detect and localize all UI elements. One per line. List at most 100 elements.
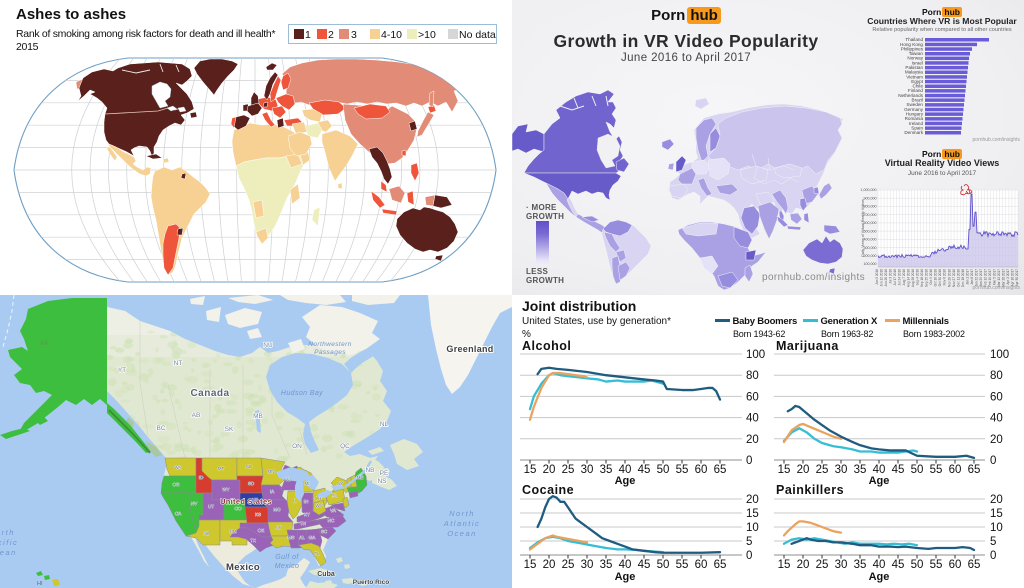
svg-text:Mar 12 2017: Mar 12 2017 — [997, 269, 1001, 287]
svg-text:IN: IN — [304, 499, 309, 504]
svg-text:OH: OH — [315, 496, 322, 501]
svg-text:Nov 20 2016: Nov 20 2016 — [947, 269, 951, 287]
svg-text:PA: PA — [331, 493, 337, 498]
svg-text:55: 55 — [676, 464, 689, 476]
svg-text:Brazil: Brazil — [912, 98, 924, 103]
svg-text:700,000: 700,000 — [864, 213, 877, 217]
svg-text:North: North — [449, 509, 475, 518]
svg-text:20: 20 — [543, 464, 556, 476]
svg-text:Jul 24 2016: Jul 24 2016 — [898, 269, 902, 286]
svg-text:OK: OK — [258, 528, 265, 533]
svg-text:Jul 17 2016: Jul 17 2016 — [893, 269, 897, 286]
svg-text:20: 20 — [746, 434, 759, 446]
svg-text:0: 0 — [990, 455, 996, 467]
svg-text:Mexico: Mexico — [226, 562, 260, 573]
svg-text:KY: KY — [304, 512, 310, 517]
svg-text:AK: AK — [40, 340, 49, 347]
svg-text:20: 20 — [797, 559, 810, 571]
svg-text:Atlantic: Atlantic — [443, 519, 481, 528]
svg-text:45: 45 — [892, 559, 905, 571]
svg-text:Germany: Germany — [904, 107, 924, 112]
svg-text:15: 15 — [778, 559, 791, 571]
svg-text:ON: ON — [292, 443, 302, 450]
svg-text:MB: MB — [253, 413, 263, 420]
svg-text:25: 25 — [816, 464, 829, 476]
svg-text:Mar 26 2017: Mar 26 2017 — [1002, 269, 1006, 287]
svg-text:AL: AL — [299, 535, 305, 540]
svg-text:TX: TX — [250, 538, 256, 543]
svg-text:Ocean: Ocean — [0, 548, 17, 557]
svg-text:Hong Kong: Hong Kong — [900, 42, 923, 47]
svg-text:20: 20 — [990, 494, 1003, 506]
svg-text:ME: ME — [357, 475, 364, 480]
svg-text:30: 30 — [835, 559, 848, 571]
svg-text:Spain: Spain — [911, 126, 923, 131]
svg-text:Age: Age — [869, 475, 890, 487]
svg-text:GA: GA — [309, 535, 316, 540]
svg-text:15: 15 — [524, 559, 537, 571]
svg-text:60: 60 — [949, 559, 962, 571]
svg-text:15: 15 — [990, 508, 1003, 520]
svg-text:Marijuana: Marijuana — [776, 339, 839, 353]
svg-text:Sep 18 2016: Sep 18 2016 — [920, 269, 924, 287]
svg-text:ND: ND — [246, 464, 253, 469]
svg-text:Sep 4 2016: Sep 4 2016 — [916, 269, 920, 286]
svg-text:Jan 8 2017: Jan 8 2017 — [970, 269, 974, 285]
svg-text:50: 50 — [657, 464, 670, 476]
svg-text:MI: MI — [305, 481, 310, 486]
svg-text:NU: NU — [263, 342, 273, 349]
svg-text:AR: AR — [276, 525, 283, 530]
svg-text:45: 45 — [638, 559, 651, 571]
svg-text:40: 40 — [746, 413, 759, 425]
svg-text:Romania: Romania — [905, 116, 924, 121]
svg-text:Jun 26 2016: Jun 26 2016 — [884, 269, 888, 287]
svg-text:65: 65 — [714, 559, 727, 571]
svg-text:200,000: 200,000 — [864, 254, 877, 258]
svg-text:Philippines: Philippines — [901, 46, 924, 51]
svg-text:MO: MO — [273, 507, 281, 512]
svg-text:Chile: Chile — [913, 84, 924, 89]
svg-text:15: 15 — [524, 464, 537, 476]
svg-text:AB: AB — [192, 412, 201, 419]
svg-text:Northwestern: Northwestern — [308, 341, 351, 348]
svg-text:45: 45 — [892, 464, 905, 476]
svg-text:NS: NS — [377, 478, 387, 485]
svg-text:CA: CA — [175, 511, 181, 516]
svg-text:20: 20 — [797, 464, 810, 476]
svg-text:50: 50 — [657, 559, 670, 571]
svg-text:60: 60 — [990, 391, 1003, 403]
svg-text:Nov 6 2016: Nov 6 2016 — [943, 269, 947, 286]
svg-text:Egypt: Egypt — [911, 79, 923, 84]
svg-text:35: 35 — [854, 464, 867, 476]
svg-text:Hudson Bay: Hudson Bay — [281, 390, 323, 397]
svg-text:10: 10 — [746, 522, 759, 534]
svg-text:Malaysia: Malaysia — [905, 70, 924, 75]
svg-text:QC: QC — [340, 443, 350, 450]
svg-text:YT: YT — [118, 367, 126, 374]
svg-text:Oct 16 2016: Oct 16 2016 — [934, 269, 938, 287]
svg-text:Jul 3 2016: Jul 3 2016 — [889, 269, 893, 284]
svg-text:Taiwan: Taiwan — [909, 51, 924, 56]
svg-text:Aug 14 2016: Aug 14 2016 — [907, 269, 911, 287]
svg-text:NL: NL — [380, 421, 389, 428]
svg-text:Passages: Passages — [314, 349, 346, 356]
svg-text:Puerto Rico: Puerto Rico — [353, 579, 390, 586]
svg-text:40: 40 — [990, 413, 1003, 425]
svg-text:60: 60 — [695, 464, 708, 476]
svg-text:Greenland: Greenland — [446, 344, 493, 354]
svg-text:Jan 22 2017: Jan 22 2017 — [974, 269, 978, 287]
svg-text:25: 25 — [562, 559, 575, 571]
svg-text:Cocaine: Cocaine — [522, 483, 574, 497]
svg-text:Gulf of: Gulf of — [275, 554, 299, 561]
svg-text:40: 40 — [619, 559, 632, 571]
svg-text:Norway: Norway — [907, 56, 923, 61]
svg-text:Pakistan: Pakistan — [905, 65, 923, 70]
svg-text:30: 30 — [581, 559, 594, 571]
svg-text:Jan 1 2017: Jan 1 2017 — [965, 269, 969, 285]
svg-text:600,000: 600,000 — [864, 221, 877, 225]
svg-text:MS: MS — [288, 535, 295, 540]
svg-text:25: 25 — [816, 559, 829, 571]
svg-text:Cuba: Cuba — [317, 571, 335, 578]
svg-text:Daily Views of Virtual Reality: Daily Views of Virtual Reality Videos — [861, 199, 865, 257]
svg-text:65: 65 — [714, 464, 727, 476]
